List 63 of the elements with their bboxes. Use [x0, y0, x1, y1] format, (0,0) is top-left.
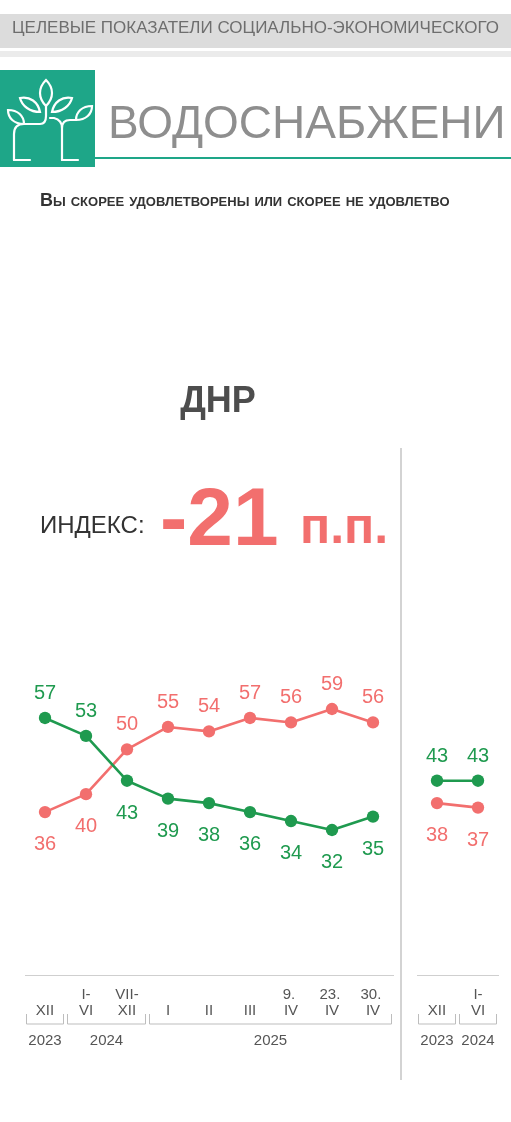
text: ИНДЕКС:	[40, 511, 145, 538]
text: Вы скорее удовлетворены или скорее не удовлетво	[40, 190, 450, 210]
point	[161, 792, 175, 805]
data-label: 59	[320, 672, 344, 694]
chart-title: ДНР	[180, 379, 256, 420]
data-label: 57	[33, 680, 57, 703]
x-tick-label: II	[204, 1001, 214, 1018]
point	[243, 711, 257, 725]
data-label: 32	[320, 850, 344, 872]
point	[243, 805, 257, 819]
data-label: 54	[197, 694, 221, 717]
point	[120, 774, 134, 787]
text: 2023	[28, 1031, 62, 1048]
data-label: 38	[197, 823, 221, 846]
x-tick-label: I	[165, 1001, 171, 1018]
data-label: 36	[33, 832, 57, 855]
point	[325, 702, 339, 716]
point	[284, 716, 298, 729]
data-label: 53	[74, 698, 98, 721]
point	[79, 787, 93, 801]
data-label: 38	[425, 823, 449, 846]
data-label: 35	[361, 836, 385, 859]
data-label: 56	[279, 685, 303, 708]
data-label: 37	[466, 827, 490, 850]
x-tick-label: I-VI	[78, 985, 94, 1018]
point	[366, 810, 380, 823]
point	[161, 720, 175, 734]
data-label: 55	[156, 689, 180, 712]
x-tick-label: III	[243, 1001, 257, 1018]
point	[366, 716, 380, 729]
text: 2024	[461, 1031, 495, 1048]
data-label: 50	[115, 712, 139, 735]
x-tick-label: 23. IV	[319, 985, 345, 1018]
point	[38, 805, 52, 819]
data-label: 34	[279, 841, 303, 864]
data-label: 43	[466, 743, 490, 766]
data-label: 43	[115, 800, 139, 823]
text: ЦЕЛЕВЫЕ ПОКАЗАТЕЛИ СОЦИАЛЬНО-ЭКОНОМИЧЕСКОГО	[12, 18, 499, 37]
data-label: 40	[74, 814, 98, 837]
text: 2025	[253, 1031, 288, 1048]
text: ВОДОСНАБЖЕНИ	[108, 96, 506, 148]
text: п.п.	[300, 498, 389, 554]
x-tick-label: XII	[427, 1001, 447, 1018]
data-label: 39	[156, 818, 180, 841]
x-tick-label: VII-XII	[115, 985, 139, 1018]
x-tick-label: 30. IV	[360, 985, 386, 1018]
data-label: 57	[238, 680, 262, 703]
data-label: 36	[238, 832, 262, 855]
point	[202, 725, 216, 738]
data-label: 56	[361, 685, 385, 708]
point	[325, 823, 339, 837]
text: -21	[160, 471, 279, 562]
text: 2024	[89, 1031, 124, 1048]
point	[284, 814, 298, 828]
point	[120, 743, 134, 756]
x-tick-label: XII	[35, 1001, 55, 1018]
x-tick-label: 9. IV	[282, 985, 300, 1018]
text: 2023	[420, 1031, 454, 1048]
data-label: 43	[425, 743, 449, 766]
x-tick-label: I-VI	[470, 985, 486, 1018]
point	[38, 711, 52, 725]
point	[202, 796, 216, 810]
point	[79, 729, 93, 743]
